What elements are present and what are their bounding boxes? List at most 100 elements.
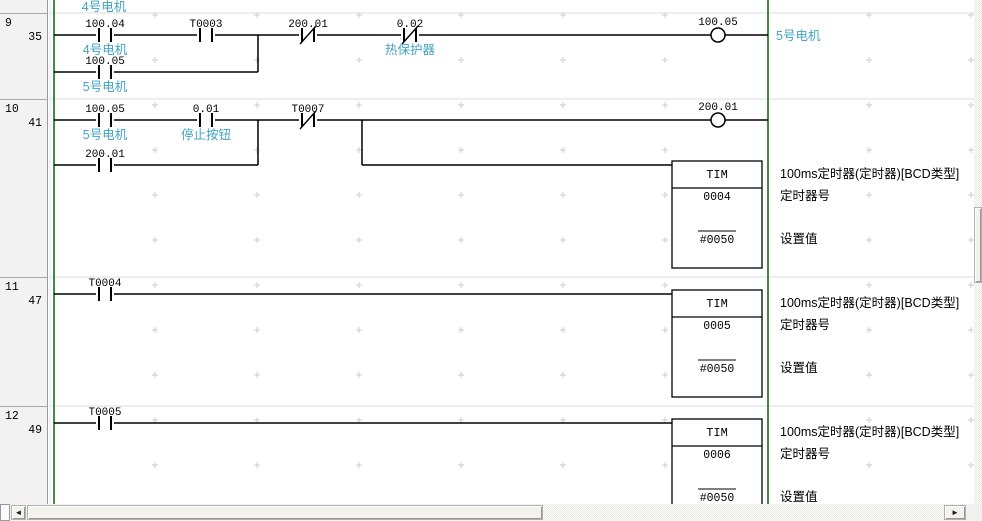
block-operand: #0050 <box>700 234 735 247</box>
block-comment: 设置值 <box>780 489 818 504</box>
scroll-right-button[interactable]: ► <box>944 505 966 520</box>
horizontal-scrollbar-thumb[interactable] <box>27 505 543 520</box>
rung-step-number: 35 <box>28 31 42 44</box>
rung-number: 9 <box>5 17 12 30</box>
io-comment-label: 4号电机 <box>82 0 127 14</box>
contact-gap <box>197 25 215 45</box>
coil-200.01[interactable]: 200.01 <box>698 102 738 128</box>
nc-slash <box>401 25 419 45</box>
rung-number: 12 <box>5 410 19 423</box>
contact-address: 0.01 <box>193 104 220 116</box>
io-comment-label: 停止按钮 <box>181 127 231 142</box>
contact-address: 200.01 <box>288 19 328 31</box>
block-outline <box>671 289 763 398</box>
rung-margin-column: 9 35 10 41 11 47 12 49 <box>0 0 48 504</box>
scroll-left-icon: ◄ <box>14 507 23 517</box>
block-comment: 设置值 <box>780 360 818 375</box>
coil-address: 200.01 <box>698 102 738 114</box>
io-comment-label: 5号电机 <box>776 29 821 43</box>
contact-address: 0.02 <box>397 19 423 31</box>
block-mnemonic: TIM <box>706 297 728 311</box>
block-outline <box>671 418 763 504</box>
io-comment-label: 5号电机 <box>83 80 128 94</box>
block-mnemonic: TIM <box>706 426 728 440</box>
block-comment: 100ms定时器(定时器)[BCD类型] <box>780 295 959 310</box>
contact-T0003[interactable]: T0003 <box>189 19 223 45</box>
nc-slash <box>299 25 317 45</box>
contact-100.05[interactable]: 100.05 5号电机 <box>83 104 128 142</box>
block-comment: 100ms定时器(定时器)[BCD类型] <box>780 166 959 181</box>
contact-100.05[interactable]: 100.05 5号电机 <box>83 56 128 94</box>
scroll-right-icon: ► <box>951 507 959 517</box>
vertical-scrollbar-thumb[interactable] <box>974 207 982 283</box>
instruction-block-TIM-0005[interactable]: TIM 0005 #0050 <box>671 289 763 398</box>
rung-margin-cell[interactable]: 12 49 <box>0 406 48 503</box>
rung-11: T0004 TIM 0005 #0050 100ms定时器(定时器)[BCD类型] 定时器… <box>54 278 959 398</box>
contact-gap <box>96 413 114 433</box>
block-operand: 0004 <box>703 191 731 204</box>
contact-address: 100.04 <box>85 19 125 31</box>
block-mnemonic: TIM <box>706 168 728 182</box>
contact-T0007[interactable]: T0007 <box>291 104 325 130</box>
contact-0.02[interactable]: 0.02 热保护器 <box>385 19 436 57</box>
contact-address: 200.01 <box>85 149 125 161</box>
contact-gap <box>96 62 114 82</box>
coil-100.05[interactable]: 100.05 5号电机 <box>698 17 821 43</box>
contact-gap <box>96 155 114 175</box>
contact-200.01[interactable]: 200.01 <box>288 19 328 45</box>
instruction-block-TIM-0006[interactable]: TIM 0006 #0050 <box>671 418 763 504</box>
block-operand: 0005 <box>703 320 731 333</box>
vertical-scrollbar[interactable] <box>974 0 982 504</box>
block-operand: 0006 <box>703 449 731 462</box>
contact-gap <box>96 25 114 45</box>
rung-margin-cell[interactable]: 10 41 <box>0 99 48 277</box>
contact-100.04[interactable]: 100.04 4号电机 <box>83 19 128 57</box>
contact-address: 100.05 <box>85 104 125 116</box>
contact-T0005[interactable]: T0005 <box>88 407 122 433</box>
contact-address: 100.05 <box>85 56 125 68</box>
contact-address: T0007 <box>291 104 324 116</box>
rung-number: 11 <box>5 281 19 294</box>
contact-address: T0003 <box>189 19 222 31</box>
io-comment-label: 热保护器 <box>385 43 436 57</box>
io-comment-label: 5号电机 <box>83 128 128 142</box>
contact-0.01[interactable]: 0.01 停止按钮 <box>181 104 231 142</box>
contact-gap <box>197 110 215 130</box>
contact-gap <box>96 284 114 304</box>
rung-step-number: 49 <box>28 424 42 437</box>
grid-marks <box>152 12 974 468</box>
ladder-canvas[interactable]: 4号电机 100.04 4号电机 T0003 200.01 0.02 热保护器 100.05 5… <box>0 0 974 504</box>
block-outline <box>671 160 763 269</box>
contact-T0004[interactable]: T0004 <box>88 278 122 304</box>
rung-margin-cell[interactable]: 9 35 <box>0 13 48 99</box>
contact-200.01[interactable]: 200.01 <box>85 149 125 175</box>
coil-address: 100.05 <box>698 17 738 29</box>
rung-step-number: 47 <box>28 295 42 308</box>
io-comment-label: 4号电机 <box>83 43 128 57</box>
block-comment: 定时器号 <box>780 317 830 332</box>
scroll-left-button[interactable]: ◄ <box>11 505 26 520</box>
scrollbar-corner <box>966 505 982 521</box>
rung-step-number: 41 <box>28 117 42 130</box>
nc-slash <box>299 110 317 130</box>
block-operand: #0050 <box>700 492 735 504</box>
block-comment: 设置值 <box>780 231 818 246</box>
block-comment: 定时器号 <box>780 188 830 203</box>
contact-gap <box>96 110 114 130</box>
rung-12: T0005 TIM 0006 #0050 100ms定时器(定时器)[BCD类型] 定时器… <box>54 407 959 504</box>
contact-address: T0004 <box>88 278 121 290</box>
horizontal-scrollbar[interactable]: ◄ ► <box>0 504 982 521</box>
block-operand: #0050 <box>700 363 735 376</box>
pane-splitter[interactable] <box>0 504 10 521</box>
coil-circle <box>710 112 726 128</box>
block-comment: 100ms定时器(定时器)[BCD类型] <box>780 424 959 439</box>
contact-address: T0005 <box>88 407 121 419</box>
block-comment: 定时器号 <box>780 446 830 461</box>
instruction-block-TIM-0004[interactable]: TIM 0004 #0050 <box>671 160 763 269</box>
rung-margin-cell[interactable]: 11 47 <box>0 277 48 406</box>
rung-number: 10 <box>5 103 19 116</box>
rung-10: 100.05 5号电机 0.01 停止按钮 T0007 200.01 200.01 TIM 00… <box>54 102 959 269</box>
coil-circle <box>710 27 726 43</box>
